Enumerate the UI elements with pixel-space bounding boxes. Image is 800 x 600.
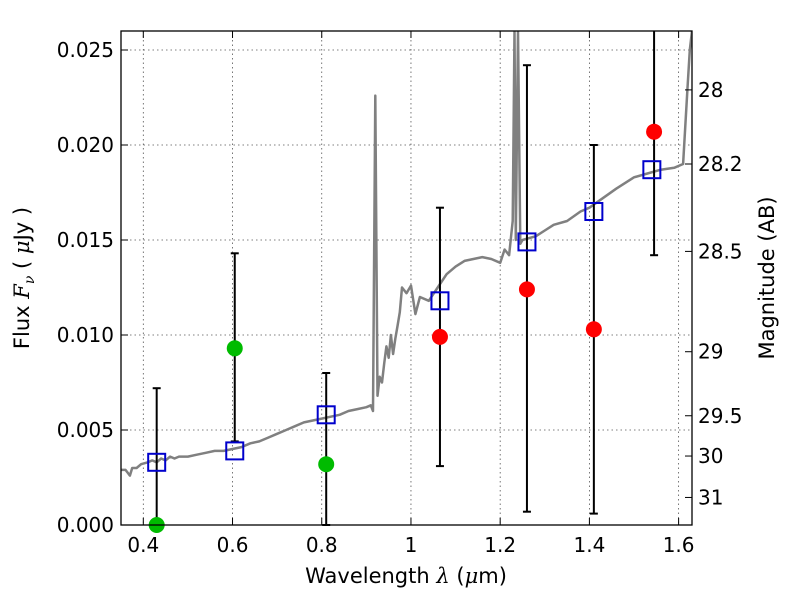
measured-points-layer	[148, 123, 663, 533]
detection-point	[518, 281, 535, 298]
spectrum-line	[121, 31, 692, 477]
x-axis-label-unit-mu: μ	[465, 564, 479, 588]
detection-point	[431, 328, 448, 345]
optical-point	[318, 456, 335, 473]
y-axis-label-unit-rest: Jy )	[10, 207, 34, 243]
model-point	[316, 405, 336, 425]
model-points-layer	[147, 160, 662, 472]
mag-tick-label: 28	[698, 78, 723, 102]
axis-ticks	[121, 31, 692, 526]
axis-tick-labels: 0.4 0.6 0.8 1 1.2 1.4 1.6 0.000 0.005 0.010 0.015 0…	[57, 38, 743, 557]
mag-tick-label: 31	[698, 485, 723, 509]
y-tick-label: 0.010	[57, 323, 114, 347]
y-axis-label-text: Flux	[10, 305, 34, 349]
model-point	[225, 441, 245, 461]
mag-tick-label: 28.5	[698, 239, 743, 263]
x-tick-label: 0.8	[306, 533, 338, 557]
mag-tick-label: 30	[698, 444, 723, 468]
plot-background	[121, 31, 692, 525]
y-axis-label-symbol: F	[10, 283, 34, 300]
x-tick-label: 0.6	[217, 533, 249, 557]
y-tick-label: 0.000	[57, 513, 114, 537]
mag-tick-label: 28.2	[698, 152, 743, 176]
model-point	[147, 452, 167, 472]
mag-tick-label: 29	[698, 340, 723, 364]
y-tick-label: 0.020	[57, 133, 114, 157]
y-tick-label: 0.015	[57, 228, 114, 252]
model-point	[517, 232, 537, 252]
model-point	[584, 202, 604, 221]
detection-point	[585, 321, 602, 338]
x-axis-label-unit-open: (	[456, 564, 464, 588]
model-point	[430, 291, 450, 311]
y-axis-label-unit-mu: μ	[10, 240, 34, 254]
x-axis-label-text: Wavelength	[305, 564, 430, 588]
y-tick-label: 0.005	[57, 418, 114, 442]
y-axis-label-subscript: ν	[22, 275, 38, 284]
x-tick-label: 1.6	[663, 533, 695, 557]
y-tick-label: 0.025	[57, 38, 114, 62]
x-tick-label: 1.4	[573, 533, 605, 557]
x-axis-label: Wavelength λ (μm)	[305, 564, 507, 588]
y-axis-label-unit-open: (	[10, 261, 34, 269]
x-axis-label-unit-rest: m)	[478, 564, 507, 588]
x-tick-label: 0.4	[127, 533, 159, 557]
spectrum-layer	[121, 31, 692, 477]
plot-frame	[120, 30, 693, 526]
mag-tick-label: 29.5	[698, 404, 743, 428]
detection-point	[646, 123, 663, 140]
y-axis-label: Flux Fν ( μJy )	[10, 207, 38, 349]
x-axis-label-symbol: λ	[435, 564, 449, 588]
model-point	[642, 160, 662, 180]
y2-axis-label: Magnitude (AB)	[755, 196, 779, 359]
x-tick-label: 1	[405, 533, 418, 557]
optical-point	[226, 340, 243, 357]
x-tick-label: 1.2	[484, 533, 516, 557]
